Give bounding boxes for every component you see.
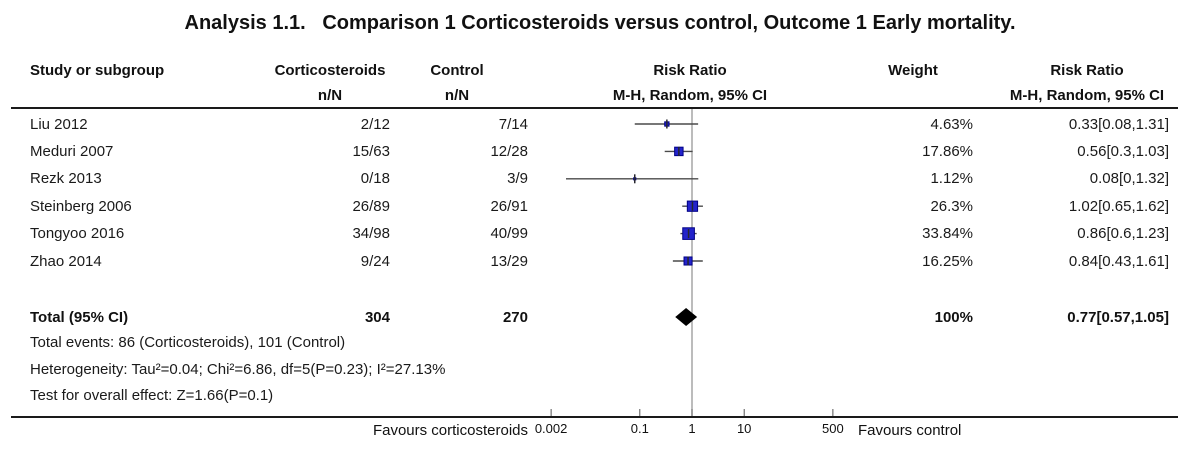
axis-tick-label: 0.002 <box>534 421 568 436</box>
pooled-diamond <box>675 308 698 326</box>
weight-value: 16.25% <box>922 252 973 270</box>
col-header-treatment: Corticosteroids <box>274 62 386 79</box>
axis-tick-label: 1 <box>688 421 696 436</box>
rr-ci-value: 0.08[0,1.32] <box>1089 170 1169 188</box>
rr-ci-value: 0.86[0.6,1.23] <box>1077 225 1169 243</box>
treatment-events: 34/98 <box>352 225 390 243</box>
col-header-weight: Weight <box>888 62 938 79</box>
total-label: Total (95% CI) <box>30 308 129 326</box>
control-events: 26/91 <box>490 197 528 215</box>
weight-value: 1.12% <box>930 170 973 188</box>
total-weight: 100% <box>934 308 973 326</box>
col-header-rr-line2: M-H, Random, 95% CI <box>1009 87 1165 104</box>
col-header-control: Control <box>430 62 484 79</box>
study-name: Steinberg 2006 <box>30 197 132 215</box>
control-events: 3/9 <box>507 170 528 188</box>
treatment-events: 2/12 <box>360 115 390 133</box>
col-header-control-nn: n/N <box>444 87 470 104</box>
treatment-events: 26/89 <box>352 197 390 215</box>
total-control-n: 270 <box>502 308 528 326</box>
weight-square <box>682 227 695 240</box>
study-name: Meduri 2007 <box>30 142 114 160</box>
treatment-events: 15/63 <box>352 142 390 160</box>
header-rule <box>11 107 1178 109</box>
study-name: Liu 2012 <box>30 115 88 133</box>
weight-square <box>674 146 684 157</box>
col-header-treatment-nn: n/N <box>317 87 343 104</box>
rr-ci-value: 0.56[0.3,1.03] <box>1077 142 1169 160</box>
treatment-events: 0/18 <box>360 170 390 188</box>
bottom-rule <box>11 416 1178 418</box>
control-events: 40/99 <box>490 225 528 243</box>
axis-tick-label: 500 <box>822 421 844 436</box>
study-name: Zhao 2014 <box>30 252 102 270</box>
rr-ci-value: 1.02[0.65,1.62] <box>1068 197 1169 215</box>
control-events: 12/28 <box>490 142 528 160</box>
axis-tick-label: 0.1 <box>630 421 649 436</box>
col-header-rr-line1: Risk Ratio <box>1050 62 1124 79</box>
total-events-note: Total events: 86 (Corticosteroids), 101 … <box>30 334 346 351</box>
col-header-plot-line1: Risk Ratio <box>653 62 727 79</box>
study-name: Tongyoo 2016 <box>30 225 125 243</box>
weight-value: 33.84% <box>922 225 973 243</box>
favours-right-label: Favours control <box>858 422 962 439</box>
weight-value: 17.86% <box>922 142 973 160</box>
study-name: Rezk 2013 <box>30 170 102 188</box>
favours-left-label: Favours corticosteroids <box>372 422 528 439</box>
weight-square <box>683 256 693 266</box>
axis-tick-label: 10 <box>736 421 752 436</box>
weight-square <box>633 177 637 181</box>
rr-ci-value: 0.33[0.08,1.31] <box>1068 115 1169 133</box>
weight-square <box>664 121 670 127</box>
weight-value: 4.63% <box>930 115 973 133</box>
total-rr-ci: 0.77[0.57,1.05] <box>1067 308 1169 326</box>
weight-square <box>686 200 699 212</box>
overall-effect-note: Test for overall effect: Z=1.66(P=0.1) <box>30 387 274 404</box>
col-header-plot-line2: M-H, Random, 95% CI <box>612 87 768 104</box>
treatment-events: 9/24 <box>360 252 390 270</box>
control-events: 7/14 <box>498 115 528 133</box>
weight-value: 26.3% <box>930 197 973 215</box>
control-events: 13/29 <box>490 252 528 270</box>
total-treatment-n: 304 <box>364 308 390 326</box>
col-header-study: Study or subgroup <box>30 62 165 79</box>
analysis-title: Analysis 1.1. Comparison 1 Corticosteroi… <box>184 12 1016 34</box>
rr-ci-value: 0.84[0.43,1.61] <box>1068 252 1169 270</box>
heterogeneity-note: Heterogeneity: Tau²=0.04; Chi²=6.86, df=… <box>30 360 446 378</box>
